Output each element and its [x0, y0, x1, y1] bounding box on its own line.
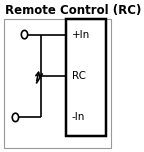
- Text: +In: +In: [72, 30, 90, 40]
- Text: Remote Control (RC): Remote Control (RC): [5, 4, 142, 17]
- Bar: [66, 19, 106, 136]
- Text: -In: -In: [72, 112, 85, 122]
- Text: RC: RC: [72, 71, 86, 81]
- Bar: [4, 19, 111, 148]
